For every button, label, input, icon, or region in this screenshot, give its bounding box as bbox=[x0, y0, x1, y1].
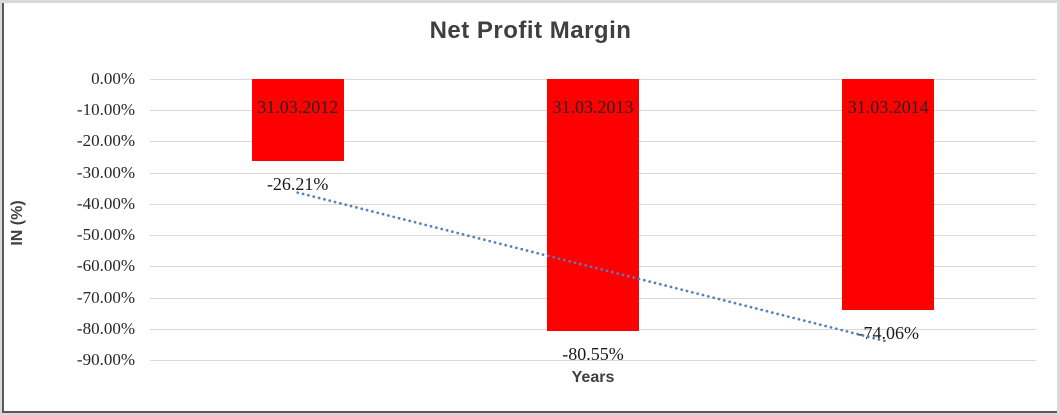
y-tick-label: -30.00% bbox=[76, 162, 135, 182]
y-tick-label: -80.00% bbox=[76, 318, 135, 338]
bar-1: 31.03.2012 bbox=[251, 79, 344, 161]
y-tick-label: -70.00% bbox=[76, 287, 135, 307]
x-axis-title: Years bbox=[571, 369, 615, 386]
bar-value-label: -80.55% bbox=[562, 343, 624, 364]
y-tick-label: -60.00% bbox=[76, 256, 135, 276]
chart-title: Net Profit Margin bbox=[429, 17, 632, 44]
y-tick-label: -10.00% bbox=[76, 100, 135, 120]
bar-2: 31.03.2013 bbox=[547, 79, 639, 331]
bar-3: 31.03.2014 bbox=[842, 79, 935, 311]
bar-category-label: 31.03.2014 bbox=[847, 97, 929, 117]
bar-value-label: -74.06% bbox=[857, 323, 920, 344]
y-tick-label: 0.00% bbox=[91, 69, 135, 88]
y-tick-label: -40.00% bbox=[76, 193, 135, 213]
bar-category-label: 31.03.2013 bbox=[552, 97, 634, 117]
y-tick-label: -20.00% bbox=[76, 131, 135, 151]
bar-category-label: 31.03.2012 bbox=[257, 97, 339, 117]
chart-plot-background: Net Profit Margin IN (%) 0.00% -10.00% -20… bbox=[2, 3, 1057, 413]
bar-value-label: -26.21% bbox=[266, 173, 329, 194]
y-tick-label: -50.00% bbox=[76, 225, 135, 245]
gridline bbox=[150, 360, 1036, 361]
y-tick-label: -90.00% bbox=[76, 350, 135, 369]
